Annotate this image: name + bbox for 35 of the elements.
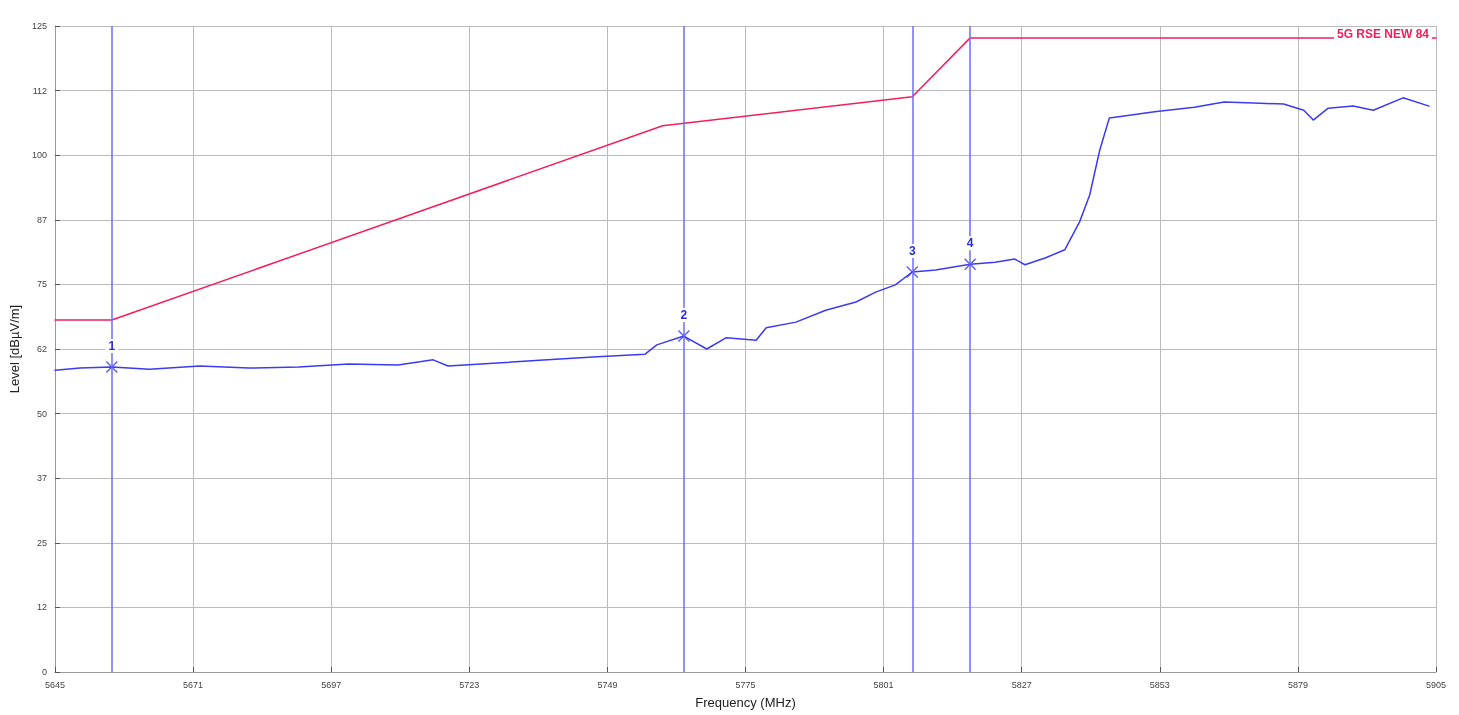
y-axis-title: Level [dBµV/m] xyxy=(7,304,22,394)
point xyxy=(906,265,919,279)
annotation: 1 xyxy=(108,339,116,354)
x-tick-label: 5775 xyxy=(735,679,756,690)
y-tick-label: 25 xyxy=(36,537,47,548)
y-tick-label: 62 xyxy=(36,344,47,354)
point xyxy=(963,257,977,271)
y-tick-label: 12 xyxy=(36,602,47,613)
annotation: 4 xyxy=(966,236,974,251)
line-series xyxy=(54,97,1430,371)
x-tick-label: 5905 xyxy=(1425,679,1447,690)
y-tick-label: 87 xyxy=(36,214,47,225)
x-tick-label: 5671 xyxy=(183,679,204,690)
y-tick-label: 0 xyxy=(41,667,47,677)
y-tick-label: 100 xyxy=(31,150,47,161)
x-tick-label: 5827 xyxy=(1011,679,1032,690)
x-tick-label: 5879 xyxy=(1287,679,1308,690)
x-tick-label: 5801 xyxy=(873,679,894,690)
x-tick-label: 5853 xyxy=(1149,679,1170,690)
y-tick-label: 50 xyxy=(36,408,47,419)
x-tick-label: 5645 xyxy=(44,679,66,690)
series-label: 5G RSE NEW 84 xyxy=(1336,27,1430,41)
point xyxy=(677,329,691,343)
point xyxy=(105,360,119,374)
x-tick-label: 5749 xyxy=(597,679,618,690)
y-tick-label: 125 xyxy=(31,21,47,31)
annotation: 3 xyxy=(908,244,916,258)
y-tick-label: 112 xyxy=(32,85,47,96)
y-tick-label: 75 xyxy=(36,279,47,290)
x-axis-title: Frequency (MHz) xyxy=(695,695,796,710)
line-series xyxy=(54,37,1437,321)
x-tick-label: 5697 xyxy=(321,679,342,690)
x-tick-label: 5723 xyxy=(459,679,480,690)
y-tick-label: 37 xyxy=(36,473,47,484)
annotation: 2 xyxy=(680,308,688,323)
